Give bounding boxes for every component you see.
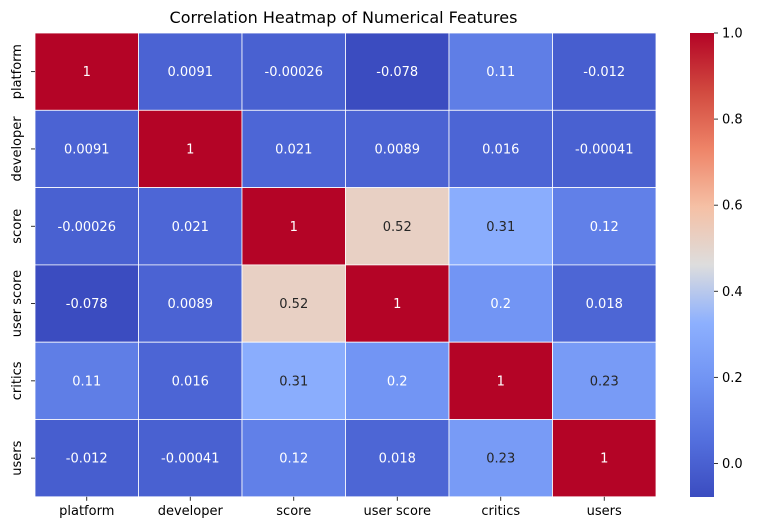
cell-value-label: 0.11 bbox=[72, 374, 101, 389]
cell-value-label: 0.23 bbox=[590, 374, 619, 389]
heatmap-cell bbox=[552, 109, 657, 189]
colorbar: 0.0 0.2 0.4 0.6 0.8 1.0 bbox=[690, 27, 743, 497]
cell-value-label: 0.52 bbox=[383, 220, 412, 235]
heatmap-cell bbox=[345, 109, 450, 189]
cell-value-label: 0.016 bbox=[172, 374, 209, 389]
cell-value-label: -0.012 bbox=[583, 65, 625, 80]
cell-value-label: 0.31 bbox=[279, 374, 308, 389]
heatmap-cell bbox=[345, 264, 450, 343]
y-tick-label: user score bbox=[10, 270, 25, 337]
cell-value-label: 0.2 bbox=[490, 297, 511, 312]
heatmap-cell bbox=[448, 419, 553, 498]
heatmap-cell bbox=[34, 419, 139, 498]
cell-value-label: 1 bbox=[393, 297, 401, 312]
cell-value-label: 0.021 bbox=[172, 220, 209, 235]
y-axis: platform developer score user score critics u… bbox=[10, 44, 35, 476]
cell-value-label: -0.00041 bbox=[575, 142, 633, 157]
cell-value-label: -0.078 bbox=[66, 297, 108, 312]
heatmap-cell bbox=[138, 32, 243, 111]
heatmap-cell bbox=[448, 341, 553, 420]
heatmap-cell bbox=[552, 32, 657, 111]
heatmap-cell bbox=[552, 341, 657, 420]
cell-value-label: -0.00041 bbox=[161, 452, 219, 467]
colorbar-tick-label: 0.8 bbox=[722, 113, 743, 128]
cell-value-label: 0.11 bbox=[486, 65, 515, 80]
heatmap-cell bbox=[241, 264, 346, 343]
heatmap-cell bbox=[34, 32, 139, 111]
x-axis: platform developer score user score critics u… bbox=[59, 496, 622, 519]
cell-value-label: 0.31 bbox=[486, 220, 515, 235]
cell-value-label: 1 bbox=[600, 452, 608, 467]
cell-value-label: 0.2 bbox=[387, 374, 408, 389]
cell-value-label: 0.018 bbox=[586, 297, 623, 312]
cell-value-label: 0.0089 bbox=[168, 297, 214, 312]
heatmap-cell bbox=[448, 32, 553, 111]
heatmap-cell bbox=[552, 419, 657, 498]
colorbar-tick-label: 1.0 bbox=[722, 27, 743, 42]
x-tick-label: score bbox=[276, 504, 311, 519]
x-tick-label: users bbox=[587, 504, 622, 519]
cell-value-label: 0.018 bbox=[379, 452, 416, 467]
cell-value-label: 0.021 bbox=[275, 142, 312, 157]
heatmap-cell bbox=[241, 187, 346, 266]
heatmap-cell bbox=[448, 264, 553, 343]
colorbar-tick-label: 0.6 bbox=[722, 199, 743, 214]
x-tick-label: developer bbox=[158, 504, 224, 519]
cell-value-label: 0.016 bbox=[482, 142, 519, 157]
heatmap-cell bbox=[138, 109, 243, 189]
cell-value-label: 1 bbox=[290, 220, 298, 235]
cell-value-label: -0.078 bbox=[376, 65, 418, 80]
heatmap-cell bbox=[34, 341, 139, 420]
y-tick-label: platform bbox=[10, 44, 25, 99]
cell-value-label: -0.00026 bbox=[58, 220, 116, 235]
cell-value-label: 0.52 bbox=[279, 297, 308, 312]
cell-value-label: -0.00026 bbox=[265, 65, 323, 80]
cell-value-label: 0.0091 bbox=[168, 65, 214, 80]
cell-value-label: 0.12 bbox=[279, 452, 308, 467]
heatmap-cell bbox=[448, 187, 553, 266]
cell-value-label: -0.012 bbox=[66, 452, 108, 467]
colorbar-tick-label: 0.4 bbox=[722, 285, 743, 300]
heatmap-cell bbox=[138, 264, 243, 343]
x-tick-label: critics bbox=[481, 504, 520, 519]
heatmap-cell bbox=[345, 32, 450, 111]
heatmap-cell bbox=[241, 341, 346, 420]
y-tick-label: developer bbox=[10, 116, 25, 182]
heatmap-cells: 1 0.0091 -0.00026 -0.078 0.11 -0.012 0.0091 1 0.… bbox=[34, 32, 657, 498]
cell-value-label: 1 bbox=[83, 65, 91, 80]
heatmap-cell bbox=[552, 264, 657, 343]
x-tick-label: user score bbox=[364, 504, 431, 519]
heatmap-cell bbox=[138, 187, 243, 266]
cell-value-label: 0.12 bbox=[590, 220, 619, 235]
y-tick-label: critics bbox=[10, 361, 25, 400]
heatmap-cell bbox=[552, 187, 657, 266]
cell-value-label: 0.23 bbox=[486, 452, 515, 467]
cell-value-label: 1 bbox=[497, 374, 505, 389]
y-tick-label: users bbox=[10, 440, 25, 475]
x-tick-label: platform bbox=[59, 504, 114, 519]
heatmap-cell bbox=[34, 264, 139, 343]
colorbar-tick-label: 0.0 bbox=[722, 457, 743, 472]
colorbar-gradient bbox=[690, 33, 714, 497]
y-tick-label: score bbox=[10, 209, 25, 244]
cell-value-label: 0.0091 bbox=[64, 142, 110, 157]
heatmap-cell bbox=[345, 187, 450, 266]
cell-value-label: 0.0089 bbox=[375, 142, 421, 157]
chart-title: Correlation Heatmap of Numerical Feature… bbox=[170, 8, 518, 27]
heatmap-cell bbox=[345, 341, 450, 420]
cell-value-label: 1 bbox=[186, 142, 194, 157]
colorbar-tick-label: 0.2 bbox=[722, 371, 743, 386]
heatmap-cell bbox=[241, 32, 346, 111]
heatmap-cell bbox=[34, 187, 139, 266]
